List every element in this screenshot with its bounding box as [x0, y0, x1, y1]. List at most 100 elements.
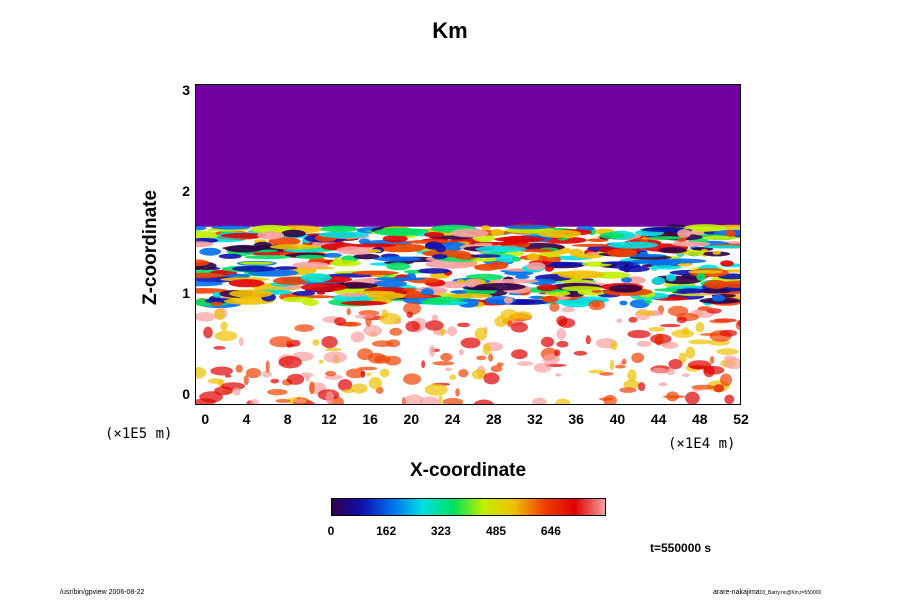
heatmap-cell	[405, 320, 420, 332]
heatmap-cell	[325, 347, 342, 352]
heatmap-cell	[599, 372, 614, 376]
heatmap-cell	[475, 245, 527, 253]
heatmap-cell	[274, 266, 298, 270]
heatmap-cell	[196, 288, 229, 294]
heatmap-cell	[196, 312, 216, 322]
heatmap-cell	[688, 339, 712, 345]
heatmap-cell	[379, 313, 402, 325]
heatmap-cell	[294, 324, 314, 332]
heatmap-cell	[324, 252, 342, 258]
heatmap-cell	[232, 387, 241, 396]
heatmap-cell	[309, 257, 326, 263]
heatmap-cell	[652, 367, 667, 374]
heatmap-cell	[627, 369, 637, 382]
heatmap-cell	[338, 292, 367, 297]
heatmap-field	[196, 85, 740, 404]
heatmap-cell	[685, 250, 704, 256]
heatmap-cell	[366, 292, 406, 300]
heatmap-cell	[713, 384, 725, 393]
heatmap-cell	[620, 277, 633, 283]
x-tick-label: 28	[485, 411, 502, 427]
heatmap-cell	[619, 300, 628, 306]
heatmap-cell	[697, 306, 713, 311]
heatmap-cell	[424, 383, 448, 396]
heatmap-cell	[456, 279, 466, 284]
heatmap-cell	[350, 331, 365, 343]
heatmap-cell	[354, 314, 375, 319]
heatmap-cell	[432, 254, 448, 260]
heatmap-cell	[309, 381, 315, 395]
heatmap-cell	[244, 255, 291, 260]
heatmap-cell	[250, 224, 292, 234]
heatmap-cell	[554, 349, 561, 357]
heatmap-cell	[281, 229, 306, 238]
heatmap-cell	[687, 270, 723, 274]
heatmap-cell	[677, 229, 692, 238]
heatmap-cell	[449, 374, 457, 380]
heatmap-cell	[712, 251, 721, 255]
heatmap-cell	[585, 335, 591, 345]
upper-layer	[196, 85, 740, 227]
heatmap-cell	[627, 329, 651, 339]
heatmap-cell	[196, 225, 207, 231]
heatmap-cell	[373, 277, 426, 281]
heatmap-cell	[703, 280, 729, 289]
heatmap-cell	[667, 305, 689, 317]
heatmap-cell	[687, 360, 712, 370]
heatmap-cell	[421, 360, 426, 369]
heatmap-cell	[503, 296, 513, 304]
x-tick-label: 20	[403, 411, 420, 427]
heatmap-cell	[648, 236, 683, 240]
heatmap-cell	[515, 274, 530, 280]
y-tick-label: 3	[182, 82, 190, 99]
heatmap-cell	[676, 316, 687, 324]
heatmap-cell	[360, 370, 366, 378]
heatmap-cell	[696, 273, 706, 281]
heatmap-cell	[737, 320, 740, 327]
heatmap-cell	[635, 310, 655, 316]
heatmap-cell	[337, 379, 353, 392]
heatmap-cell	[608, 284, 643, 293]
heatmap-cell	[500, 309, 519, 322]
heatmap-cell	[420, 288, 434, 297]
heatmap-cell	[574, 254, 604, 259]
colorbar	[331, 498, 606, 516]
heatmap-cell	[321, 336, 338, 349]
heatmap-cell	[607, 241, 659, 249]
heatmap-cell	[656, 258, 707, 264]
heatmap-cell	[470, 254, 501, 258]
heatmap-cell	[569, 248, 584, 257]
x-tick-label: 48	[691, 411, 708, 427]
colorbar-tick-label: 0	[327, 524, 335, 538]
x-tick-label: 44	[650, 411, 667, 427]
heatmap-cell	[644, 299, 653, 304]
heatmap-cell	[549, 302, 560, 312]
colorbar-tick-label: 162	[376, 524, 397, 538]
heatmap-cell	[665, 368, 676, 376]
x-tick-label: 4	[242, 411, 251, 427]
heatmap-cell	[494, 236, 545, 243]
y-tick-label: 1	[182, 284, 190, 301]
heatmap-cell	[666, 391, 679, 402]
heatmap-cell	[239, 261, 274, 265]
heatmap-cell	[621, 358, 627, 365]
heatmap-cell	[353, 253, 380, 260]
heatmap-cell	[245, 368, 262, 379]
heatmap-cell	[320, 225, 358, 233]
heatmap-cell	[357, 366, 378, 371]
heatmap-cell	[699, 288, 731, 294]
heatmap-cell	[637, 382, 646, 392]
heatmap-cell	[406, 290, 422, 297]
heatmap-cell	[239, 336, 244, 347]
heatmap-cell	[281, 296, 314, 303]
heatmap-cell	[286, 343, 295, 348]
heatmap-cell	[286, 373, 305, 385]
heatmap-cell	[312, 339, 320, 346]
heatmap-cell	[425, 243, 439, 249]
heatmap-cell	[480, 225, 491, 231]
heatmap-cell	[518, 248, 555, 253]
heatmap-cell	[557, 270, 605, 279]
heatmap-cell	[363, 325, 382, 337]
heatmap-cell	[340, 300, 388, 306]
heatmap-cell	[489, 279, 540, 284]
